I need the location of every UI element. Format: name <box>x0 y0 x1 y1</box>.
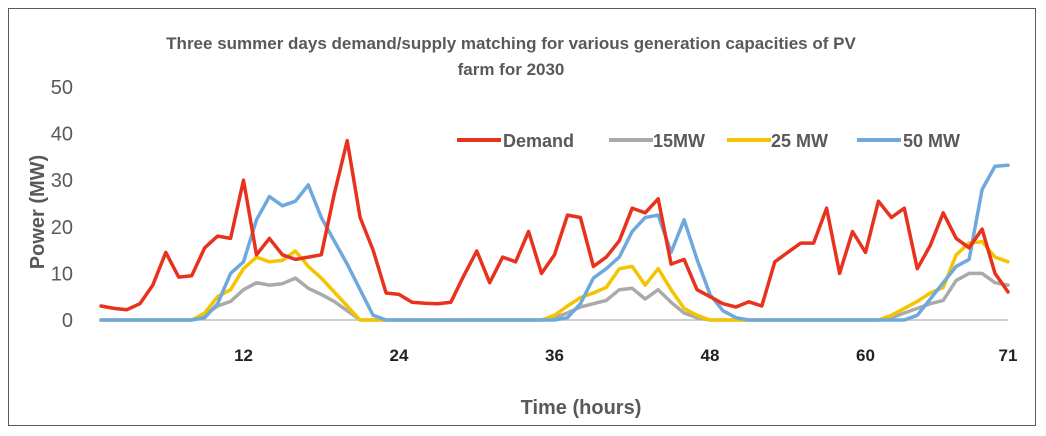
y-tick-label: 0 <box>62 310 73 332</box>
legend-label: Demand <box>503 131 574 151</box>
x-axis-title: Time (hours) <box>521 397 642 419</box>
y-tick-label: 20 <box>51 217 73 239</box>
legend-label: 50 MW <box>903 131 960 151</box>
x-tick-label: 48 <box>701 346 720 365</box>
y-tick-label: 10 <box>51 263 73 285</box>
y-tick-label: 40 <box>51 124 73 146</box>
plot-area: 0 10 20 30 40 50 12 24 36 48 60 71 Demand 15MW 25 MW 50… <box>51 77 1018 365</box>
x-tick-label: 12 <box>234 346 253 365</box>
x-tick-label: 60 <box>856 346 875 365</box>
x-tick-label: 24 <box>390 346 409 365</box>
legend-label: 25 MW <box>771 131 828 151</box>
y-axis-title: Power (MW) <box>27 155 49 269</box>
chart-title-line1: Three summer days demand/supply matching… <box>166 34 856 53</box>
chart-svg: Three summer days demand/supply matching… <box>27 34 1018 419</box>
y-tick-label: 50 <box>51 77 73 99</box>
y-tick-label: 30 <box>51 170 73 192</box>
legend-label: 15MW <box>653 131 705 151</box>
chart-title-line2: farm for 2030 <box>458 60 565 79</box>
x-tick-label: 71 <box>999 346 1018 365</box>
x-tick-label: 36 <box>545 346 564 365</box>
series-line-demand <box>99 138 1010 312</box>
chart-frame: Three summer days demand/supply matching… <box>8 8 1036 426</box>
